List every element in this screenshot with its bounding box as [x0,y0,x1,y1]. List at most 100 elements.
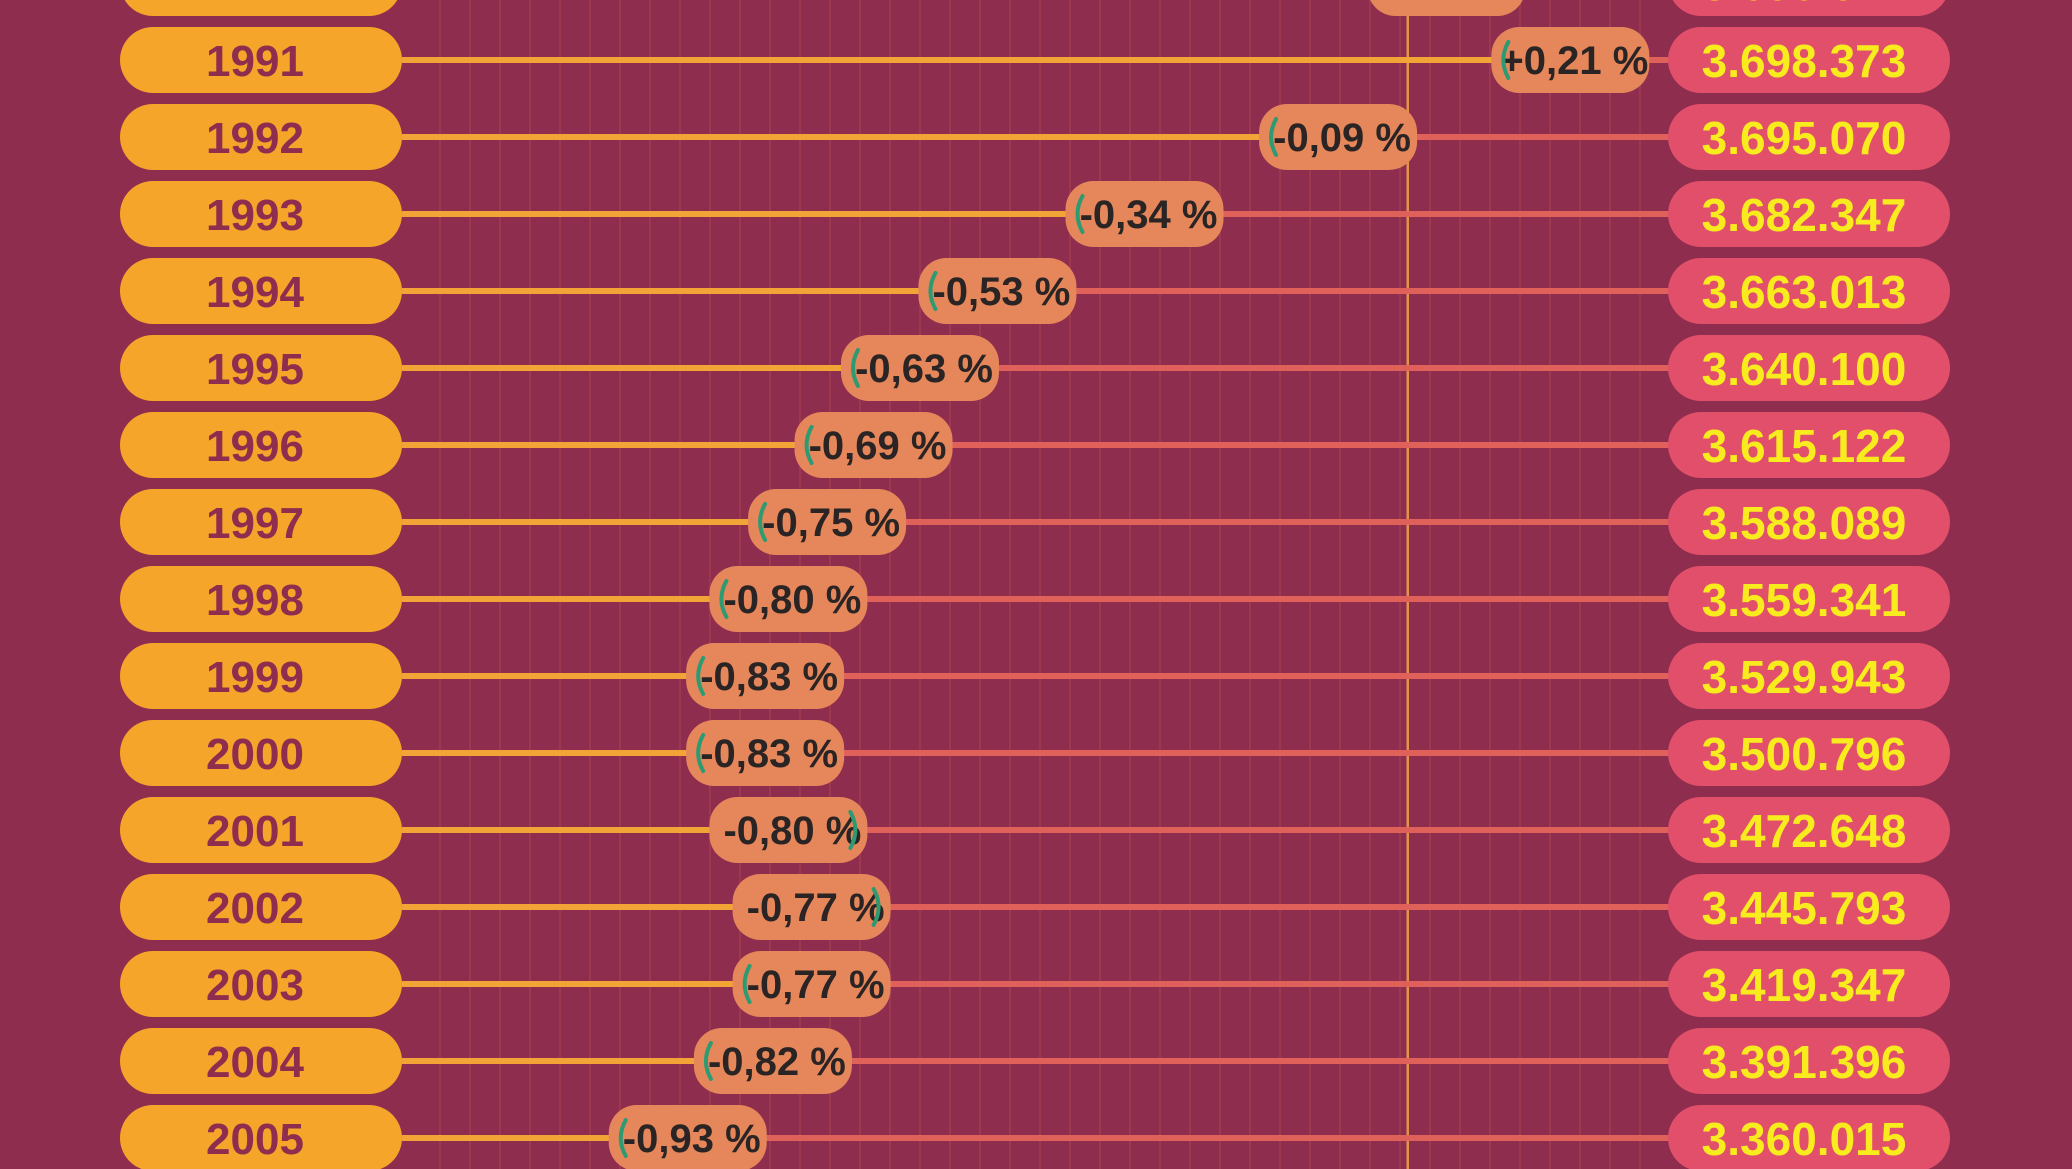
data-row: 1995 -0,63 % 3.640.100 [120,335,1950,401]
change-label: +0,21 % [1500,39,1648,83]
trend-bracket-icon [804,425,814,465]
year-pill [120,335,402,401]
trend-bracket-icon [1501,40,1511,80]
population-label: 3.698.373 [1702,35,1907,87]
year-label: 1999 [206,653,304,702]
year-pill [120,643,402,709]
population-pill [1668,335,1950,401]
year-label: 1995 [206,345,304,394]
trend-bracket-icon [1075,194,1085,234]
population-pill [1668,104,1950,170]
data-row: 2003 -0,77 % 3.419.347 [120,951,1950,1017]
change-label: -0,34 % [1080,193,1218,237]
population-label: 3.529.943 [1702,651,1907,703]
change-label: -0,82 % [708,1040,846,1084]
data-row: 1997 -0,75 % 3.588.089 [120,489,1950,555]
change-label: -0,80 % [723,578,861,622]
data-row: 2005 -0,93 % 3.360.015 [120,1105,1950,1169]
trend-bracket-icon [719,579,729,619]
year-pill [120,181,402,247]
population-label: 3.640.100 [1702,343,1907,395]
year-pill [124,0,398,16]
year-pill [120,1028,402,1094]
change-pill [1259,104,1418,170]
data-row: 1996 -0,69 % 3.615.122 [120,412,1950,478]
population-label: 3.419.347 [1702,959,1907,1011]
trend-bracket-icon [618,1118,628,1158]
population-pill [1668,720,1950,786]
data-row: 2000 -0,83 % 3.500.796 [120,720,1950,786]
year-pill [120,489,402,555]
change-pill [794,412,953,478]
change-pill [608,1105,767,1169]
year-pill [120,566,402,632]
population-label: 3.472.648 [1702,805,1907,857]
change-label: -0,69 % [809,424,947,468]
trend-bracket-icon [742,964,752,1004]
change-pill [709,566,868,632]
change-pill [841,335,999,401]
change-label: -0,83 % [700,732,838,776]
population-pill [1668,489,1950,555]
population-pill [1668,181,1950,247]
change-pill [1370,0,1523,16]
change-label: -0,80 % [723,809,861,853]
change-pill [693,1028,852,1094]
trend-bracket-icon [848,810,858,850]
year-label: 1991 [206,37,304,86]
population-label: 3.695.070 [1702,112,1907,164]
year-pill [120,720,402,786]
change-pill [732,874,891,940]
change-pill [686,643,845,709]
year-pill [120,27,402,93]
population-label: 3.690.612 [1702,0,1907,10]
year-pill [120,412,402,478]
year-pill [120,951,402,1017]
data-row: 2001 -0,80 % 3.472.648 [120,797,1950,863]
change-label: -0,63 % [855,347,993,391]
trend-bracket-icon [851,348,860,388]
population-label: 3.391.396 [1702,1036,1907,1088]
population-pill [1668,643,1950,709]
year-label: 1992 [206,114,304,163]
year-label: 1997 [206,499,304,548]
trend-bracket-icon [696,656,706,696]
change-pill [1065,181,1224,247]
change-label: -0,77 % [747,963,885,1007]
change-label: -0,93 % [623,1117,761,1161]
trend-bracket-icon [871,887,881,927]
change-label: -0,75 % [762,501,900,545]
trend-bracket-icon [758,502,768,542]
change-pill [686,720,845,786]
population-pill [1668,1028,1950,1094]
trend-bracket-icon [696,733,706,773]
trend-bracket-icon [928,271,938,311]
gridlines [439,0,1641,1169]
population-label: 3.663.013 [1702,266,1907,318]
population-pill [1668,797,1950,863]
year-label: 1993 [206,191,304,240]
population-label: 3.682.347 [1702,189,1907,241]
year-label: 2002 [206,884,304,933]
change-label: -0,09 % [1273,116,1411,160]
population-label: 3.615.122 [1702,420,1907,472]
year-label: 1996 [206,422,304,471]
population-label: 3.445.793 [1702,882,1907,934]
change-pill [732,951,891,1017]
year-label: 2005 [206,1115,304,1164]
population-pill [1668,566,1950,632]
change-label: -0,53 % [932,270,1070,314]
population-pill [1668,258,1950,324]
year-pill [120,258,402,324]
trend-bracket-icon [703,1041,713,1081]
change-pill [918,258,1077,324]
data-row: 1993 -0,34 % 3.682.347 [120,181,1950,247]
population-pill [1668,874,1950,940]
change-pill [709,797,868,863]
data-row: 2004 -0,82 % 3.391.396 [120,1028,1950,1094]
population-pill [1668,951,1950,1017]
year-label: 2000 [206,730,304,779]
year-label: 2003 [206,961,304,1010]
year-label: 1998 [206,576,304,625]
year-pill [120,797,402,863]
